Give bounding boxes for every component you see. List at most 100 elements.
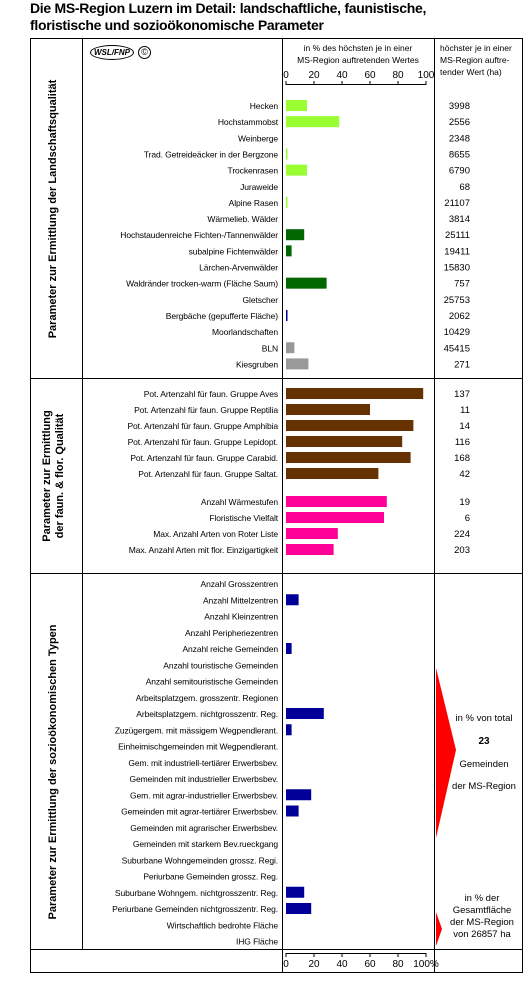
row-label: BLN: [262, 343, 278, 353]
row-label: Bergbäche (gepufferte Fläche): [166, 311, 279, 321]
bar: [286, 544, 334, 555]
bar: [286, 404, 370, 415]
bar-row: Floristische Vielfalt 6: [209, 512, 470, 524]
bar-row: Pot. Artenzahl für faun. Gruppe Aves 137: [144, 388, 470, 400]
bar: [286, 245, 292, 257]
row-max-value: 6: [465, 513, 470, 524]
bar: [286, 903, 312, 914]
row-max-value: 15830: [444, 263, 470, 274]
logo: WSL/FNP ©: [90, 45, 152, 60]
bar: [286, 420, 414, 431]
row-label: Anzahl semitouristische Gemeinden: [146, 677, 279, 687]
total-note-line-3: der MS-Region: [452, 781, 516, 792]
top-tick-label: 40: [336, 70, 348, 81]
row-max-value: 14: [459, 421, 470, 432]
header-right-line-2: MS-Region auftre-: [440, 55, 510, 65]
bar: [286, 388, 424, 399]
row-label: Gem. mit agrar-industrieller Erwerbsbev.: [130, 790, 278, 800]
bar-row: Bergbäche (gepufferte Fläche) 2062: [166, 309, 470, 322]
chart-title: Die MS-Region Luzern im Detail: landscha…: [30, 0, 426, 34]
row-max-value: 137: [454, 389, 470, 400]
row-label: Anzahl Grosszentren: [201, 579, 279, 589]
bar: [286, 643, 292, 654]
row-label: Hochstammobst: [218, 117, 279, 127]
row-label: Arbeitsplatzgem. nichtgrosszentr. Reg.: [136, 709, 278, 719]
total-note-line-2: Gemeinden: [459, 759, 508, 770]
socio-notes: in % von total 23 Gemeinden der MS-Regio…: [436, 668, 516, 946]
row-max-value: 19: [459, 497, 470, 508]
bar: [286, 789, 312, 801]
bar: [286, 708, 324, 719]
row-max-value: 3998: [449, 101, 470, 112]
bar: [286, 164, 307, 176]
bar: [286, 496, 387, 507]
bar-row: IHG Fläche: [236, 937, 278, 947]
row-label: Moorlandschaften: [212, 327, 278, 337]
bar-row: Anzahl Peripheriezentren: [185, 628, 279, 638]
area-wedge-shape: [436, 912, 442, 946]
row-max-value: 2348: [449, 133, 470, 144]
row-max-value: 3814: [449, 214, 470, 225]
bar-row: Wärmelieb. Wälder 3814: [207, 214, 470, 225]
bottom-tick-label: 60: [364, 959, 376, 970]
row-label: Hochstaudenreiche Fichten-/Tannenwälder: [120, 230, 278, 240]
row-label: Pot. Artenzahl für faun. Gruppe Carabid.: [130, 453, 278, 463]
bar: [286, 468, 379, 479]
top-tick-label: 60: [364, 70, 376, 81]
bar: [286, 594, 299, 606]
row-label: Suburbane Wohngemeinden grossz. Regi.: [122, 855, 278, 865]
row-max-value: 203: [454, 545, 470, 556]
bar: [286, 277, 327, 289]
row-max-value: 2062: [449, 311, 470, 322]
bottom-tick-label: 0: [283, 959, 289, 970]
header-right-line-3: tender Wert (ha): [440, 67, 502, 77]
bar: [286, 528, 338, 539]
area-note-line-1: in % der: [465, 893, 500, 904]
row-label: Wärmelieb. Wälder: [207, 214, 278, 224]
row-label: Lärchen-Arvenwälder: [199, 263, 278, 273]
section-label: Parameter zur Ermittlung der sozioökonom…: [47, 624, 59, 919]
row-label: Gemeinden mit agrarischer Erwerbsbev.: [130, 823, 278, 833]
bar-row: Suburbane Wohngemeinden grossz. Regi.: [122, 855, 278, 865]
bar-row: Anzahl semitouristische Gemeinden: [146, 677, 279, 687]
bar-row: Gemeinden mit starkem Bev.rueckgang: [133, 839, 279, 849]
bar-row: Gletscher 25753: [243, 295, 470, 306]
bar-row: Arbeitsplatzgem. grosszentr. Regionen: [136, 693, 279, 703]
bottom-tick-label: 40: [336, 959, 348, 970]
bar: [286, 116, 340, 128]
bar-row: Einheimischgemeinden mit Wegpendlerant.: [118, 742, 278, 752]
row-label: Trad. Getreideäcker in der Bergzone: [144, 149, 279, 159]
row-label: Max. Anzahl Arten von Roter Liste: [153, 529, 278, 539]
row-label: Floristische Vielfalt: [209, 513, 278, 523]
row-label: Einheimischgemeinden mit Wegpendlerant.: [118, 742, 278, 752]
header-mid-line-1: in % des höchsten je in einer: [304, 43, 413, 53]
total-wedge-shape: [436, 668, 456, 838]
section-labels: Parameter zur Ermittlung der Landschafts…: [41, 79, 66, 919]
row-label: Kiesgruben: [236, 359, 278, 369]
section-label: Parameter zur Ermittlungder faun. & flor…: [41, 410, 66, 541]
row-label: subalpine Fichtenwälder: [189, 246, 279, 256]
bar: [286, 229, 305, 241]
section-label-line: der faun. & flor. Qualität: [54, 413, 66, 538]
row-label: Anzahl reiche Gemeinden: [182, 644, 278, 654]
row-label: Anzahl Peripheriezentren: [185, 628, 278, 638]
chart-frame: [30, 38, 523, 973]
row-max-value: 42: [459, 469, 470, 480]
total-note-line-1: in % von total: [455, 713, 512, 724]
bar-row: Anzahl Grosszentren: [201, 579, 279, 589]
bar-row: Max. Anzahl Arten von Roter Liste 224: [153, 528, 470, 540]
top-axis: 0 20 40 60 80 100: [283, 70, 435, 85]
row-max-value: 10429: [444, 327, 470, 338]
row-max-value: 6790: [449, 166, 470, 177]
row-label: Gemeinden mit agrar-tertiärer Erwerbsbev…: [121, 807, 278, 817]
bar: [286, 805, 299, 817]
row-label: Pot. Artenzahl für faun. Gruppe Saltat.: [138, 469, 278, 479]
header-right-line-1: höchster je in einer: [440, 43, 512, 53]
row-max-value: 68: [459, 182, 470, 193]
row-label: Waldränder trocken-warm (Fläche Saum): [126, 279, 278, 289]
top-tick-label: 20: [308, 70, 320, 81]
row-label: Periurbane Gemeinden nichtgrosszentr. Re…: [112, 904, 278, 914]
row-label: Anzahl touristische Gemeinden: [163, 660, 278, 670]
row-max-value: 224: [454, 529, 470, 540]
